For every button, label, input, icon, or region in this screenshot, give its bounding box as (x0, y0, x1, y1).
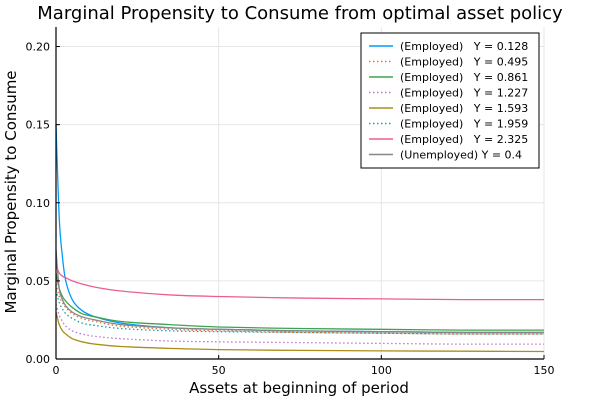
legend-entry-7: (Employed) Y = 2.325 (400, 133, 528, 146)
series-line-5 (55, 311, 545, 353)
legend-entry-3: (Employed) Y = 0.861 (400, 71, 528, 84)
series-line-8 (55, 249, 544, 334)
series-line-6 (55, 290, 544, 335)
legend-entry-5: (Employed) Y = 1.593 (400, 102, 528, 115)
legend-entry-1: (Employed) Y = 0.128 (400, 40, 528, 53)
series-line-2 (55, 283, 544, 335)
y-tick-label: 0.10 (26, 197, 51, 210)
x-tick-label: 50 (212, 364, 226, 377)
y-tick-label: 0.00 (26, 353, 51, 366)
legend: (Employed) Y = 0.128 (Employed) Y = 0.495… (360, 32, 540, 169)
series-line-7 (55, 265, 544, 301)
legend-entry-2: (Employed) Y = 0.495 (400, 56, 528, 69)
x-tick-label: 100 (371, 364, 392, 377)
y-tick-label: 0.15 (26, 119, 51, 132)
legend-entry-6: (Employed) Y = 1.959 (400, 118, 528, 131)
y-tick-label: 0.05 (26, 275, 51, 288)
y-axis-label: Marginal Propensity to Consume (2, 70, 20, 313)
x-axis-label: Assets at beginning of period (189, 379, 409, 397)
series-line-3 (55, 272, 544, 331)
y-tick-label: 0.20 (26, 41, 51, 54)
legend-entry-4: (Employed) Y = 1.227 (400, 87, 528, 100)
tick-labels: 0 50 100 150 0.00 0.05 0.10 0.15 0.20 (26, 41, 555, 377)
legend-entry-8: (Unemployed) Y = 0.4 (400, 149, 522, 162)
x-tick-label: 0 (53, 364, 60, 377)
axes (55, 27, 545, 360)
x-tick-label: 150 (534, 364, 555, 377)
series-lines (55, 124, 545, 353)
chart-title: Marginal Propensity to Consume from opti… (37, 3, 563, 24)
legend-box (360, 32, 540, 169)
